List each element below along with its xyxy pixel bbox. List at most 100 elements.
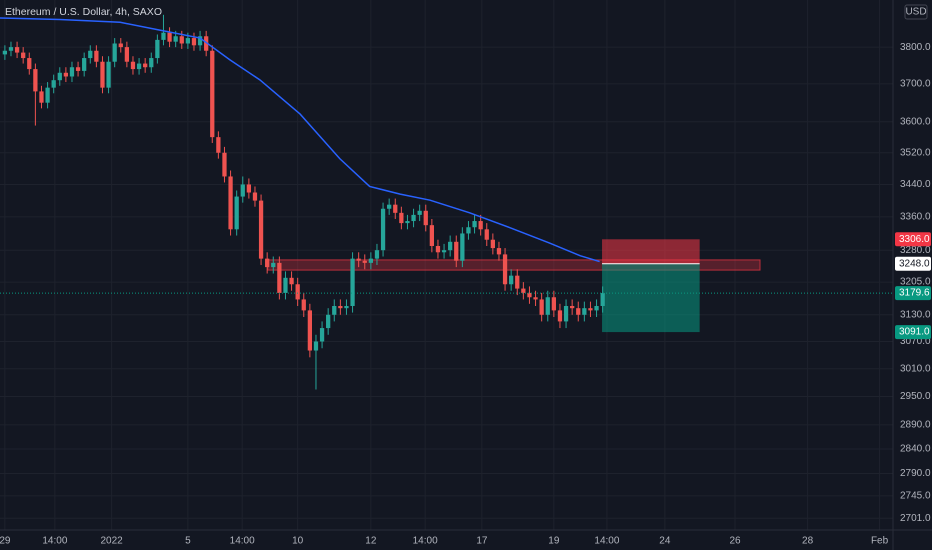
candle-body [258, 200, 264, 259]
y-tick-label: 2890.0 [900, 420, 931, 431]
candle-body [441, 250, 447, 253]
candle-body [393, 204, 398, 213]
x-tick-label: 19 [548, 536, 560, 547]
candle-body [466, 227, 471, 234]
y-tick-label: 3205.0 [900, 277, 931, 288]
y-tick-label: 2701.0 [900, 513, 931, 524]
price-label: 3306.0 [899, 234, 930, 245]
candle-body [338, 305, 343, 309]
price-label-box [895, 325, 931, 340]
y-tick-label: 3600.0 [900, 116, 931, 127]
y-tick-label: 3520.0 [900, 147, 931, 158]
candle-body [533, 297, 538, 300]
candle-body [387, 204, 392, 209]
candle-body [350, 258, 355, 306]
candle-body [75, 67, 81, 71]
candle-body [161, 32, 166, 40]
candle-body [57, 72, 62, 81]
candle-body [582, 308, 587, 315]
price-label: 3179.6 [899, 288, 930, 299]
x-tick-label: 14:00 [42, 536, 67, 547]
candle-body [551, 297, 556, 311]
candle-body [307, 310, 313, 351]
price-label: 3091.0 [899, 327, 930, 338]
candle-body [301, 299, 306, 311]
candle-body [356, 258, 361, 261]
candle-body [167, 32, 172, 42]
candle-body [88, 50, 93, 59]
candle-body [277, 262, 282, 293]
x-tick-label: 5 [185, 536, 191, 547]
candle-body [490, 239, 495, 249]
axis: 3800.0 3700.0 3600.0 3520.0 3440.0 3360.0 3280… [0, 42, 931, 547]
x-tick-label: 14:00 [413, 536, 438, 547]
candle-body [380, 208, 386, 251]
candle-body [191, 38, 197, 46]
candle-body [435, 245, 441, 253]
candle-body [45, 87, 50, 103]
candle-body [539, 299, 544, 315]
candle-body [118, 43, 123, 48]
candle-body [63, 72, 69, 77]
candle-body [332, 305, 337, 315]
candle-body [527, 292, 532, 298]
candle-body [106, 61, 111, 88]
candle-body [149, 58, 154, 68]
chart-title: Ethereum / U.S. Dollar, 4h, SAXO [5, 6, 162, 18]
y-tick-label: 2745.0 [900, 491, 931, 502]
candle-body [344, 305, 349, 309]
candle-body [39, 91, 44, 103]
candle-body [472, 221, 477, 228]
candle-body [423, 210, 428, 226]
candle-body [283, 277, 288, 293]
candle-body [185, 38, 191, 44]
x-tick-label: 24 [659, 536, 671, 547]
y-tick-label: 3070.0 [900, 336, 931, 347]
candle-body [136, 63, 142, 70]
candle-body [521, 288, 526, 293]
candle-body [405, 221, 410, 224]
candle-body [112, 43, 117, 62]
candle-body [496, 248, 502, 255]
candle-body [27, 58, 32, 70]
candle-body [94, 50, 99, 62]
candle-body [173, 36, 178, 42]
candle-body [460, 233, 465, 261]
candle-body [252, 192, 258, 201]
candle-body [594, 305, 599, 311]
candle-body [210, 50, 215, 138]
x-tick-label: Feb [871, 536, 889, 547]
price-label-box [895, 286, 931, 301]
candle-body [82, 58, 87, 71]
x-tick-label: 29 [0, 536, 11, 547]
y-tick-label: 3800.0 [900, 42, 931, 53]
candle-body [570, 305, 575, 309]
target-zone [602, 263, 700, 333]
candle-body [143, 63, 148, 68]
candle-body [69, 67, 75, 77]
x-tick-label: 12 [365, 536, 377, 547]
price-label: 3248.0 [899, 258, 930, 269]
x-tick-label: 10 [292, 536, 304, 547]
price-label-box [895, 232, 931, 247]
candle-body [484, 229, 489, 240]
y-tick-label: 3440.0 [900, 179, 931, 190]
candle-body [197, 36, 203, 46]
candle-body [502, 254, 508, 285]
candle-body [51, 80, 56, 88]
y-tick-label: 2790.0 [900, 468, 931, 479]
x-tick-label: 28 [802, 536, 814, 547]
candle-body [557, 310, 563, 322]
candle-body [124, 47, 130, 62]
x-tick-label: 17 [476, 536, 488, 547]
x-tick-label: 14:00 [230, 536, 255, 547]
x-tick-label: 14:00 [594, 536, 619, 547]
currency-box[interactable] [904, 4, 928, 20]
currency[interactable]: USD [905, 7, 926, 18]
y-tick-label: 3130.0 [900, 309, 931, 320]
x-tick-label: 2022 [101, 536, 124, 547]
candle-body [509, 275, 514, 285]
price-label-box [895, 256, 931, 271]
candle-body [319, 328, 325, 342]
